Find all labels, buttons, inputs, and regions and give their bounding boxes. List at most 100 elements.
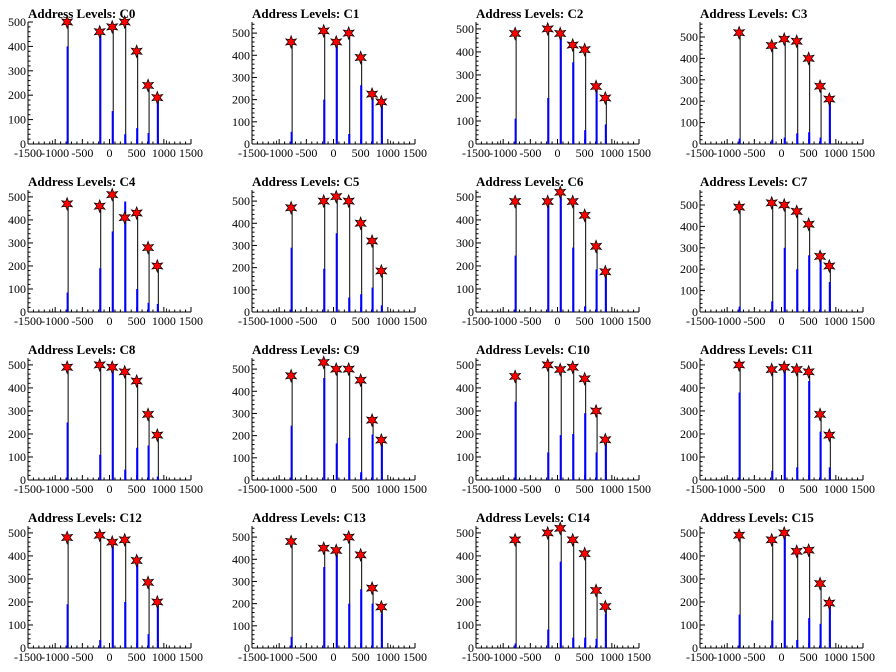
subplot-title: Address Levels: C5 xyxy=(252,174,360,189)
x-tick-label: -1500 xyxy=(686,650,714,664)
histogram-bar xyxy=(771,301,774,312)
peak-star-marker xyxy=(105,360,119,375)
x-tick-label: -1500 xyxy=(238,650,266,664)
histogram-bar xyxy=(808,381,811,480)
y-tick-label: 100 xyxy=(456,114,474,128)
peak-star-marker xyxy=(284,534,298,549)
x-tick-label: 0 xyxy=(107,314,113,328)
y-tick-label: 400 xyxy=(680,51,698,65)
peak-star-marker xyxy=(375,432,388,448)
x-tick-label: -1000 xyxy=(489,146,517,160)
peak-star-marker xyxy=(765,195,778,211)
peak-star-marker xyxy=(342,25,355,41)
y-tick-label: 0 xyxy=(692,473,698,487)
peak-star-marker xyxy=(823,427,836,443)
histogram-bar xyxy=(335,44,338,144)
peak-star-marker xyxy=(578,208,591,223)
x-tick-label: -500 xyxy=(519,146,541,160)
x-tick-label: 1000 xyxy=(152,650,176,664)
histogram-bar xyxy=(808,255,811,312)
histogram-bar xyxy=(595,269,598,312)
histogram-bar xyxy=(111,546,114,648)
peak-star-marker xyxy=(589,79,603,94)
histogram-bar xyxy=(514,643,517,648)
histogram-bar xyxy=(360,589,363,648)
histogram-bar xyxy=(738,392,741,480)
y-tick-label: 100 xyxy=(456,282,474,296)
peak-star-marker xyxy=(141,407,155,422)
subplot-14: Address Levels: C14 0 100 200 300 400 500 -1500… xyxy=(456,510,651,664)
histogram-bar xyxy=(604,124,607,144)
x-tick-label: -1000 xyxy=(713,146,741,160)
peak-star-marker xyxy=(93,198,106,214)
y-tick-label: 100 xyxy=(8,618,26,632)
peak-star-marker xyxy=(541,525,554,541)
x-tick-label: 500 xyxy=(352,482,370,496)
x-tick-label: 1000 xyxy=(152,482,176,496)
peak-star-marker xyxy=(823,595,836,611)
peak-star-marker xyxy=(777,31,791,47)
subplot-title: Address Levels: C15 xyxy=(700,510,814,525)
y-tick-label: 500 xyxy=(680,30,698,44)
histogram-bar xyxy=(335,443,338,480)
x-tick-label: 1000 xyxy=(824,314,848,328)
y-tick-label: 200 xyxy=(232,93,250,107)
y-tick-label: 200 xyxy=(232,597,250,611)
y-tick-label: 400 xyxy=(680,219,698,233)
histogram-bar xyxy=(547,203,550,312)
subplot-15: Address Levels: C15 0 100 200 300 400 500 -1500… xyxy=(680,510,875,664)
histogram-bar xyxy=(604,443,607,480)
peak-star-marker xyxy=(329,543,343,558)
x-tick-label: 500 xyxy=(352,314,370,328)
y-tick-label: 300 xyxy=(232,70,250,84)
histogram-bar xyxy=(584,413,587,480)
x-tick-label: 0 xyxy=(779,650,785,664)
x-tick-label: 1000 xyxy=(600,314,624,328)
histogram-bar xyxy=(111,111,114,144)
histogram-bar xyxy=(514,118,517,144)
x-tick-label: 1500 xyxy=(851,146,875,160)
y-tick-label: 0 xyxy=(20,137,26,151)
x-tick-label: 500 xyxy=(576,650,594,664)
histogram-bar xyxy=(572,62,575,144)
y-tick-label: 200 xyxy=(232,261,250,275)
y-tick-label: 300 xyxy=(456,236,474,250)
histogram-bar xyxy=(290,636,293,648)
subplot-title: Address Levels: C13 xyxy=(252,510,366,525)
peak-star-marker xyxy=(541,194,554,209)
x-tick-label: 0 xyxy=(555,314,561,328)
histogram-bar xyxy=(124,469,127,480)
y-tick-label: 500 xyxy=(680,358,698,372)
histogram-bar xyxy=(604,277,607,312)
y-tick-label: 0 xyxy=(692,305,698,319)
x-tick-label: 0 xyxy=(779,482,785,496)
histogram-bar xyxy=(156,604,159,648)
histogram-bar xyxy=(828,282,831,312)
y-tick-label: 400 xyxy=(232,216,250,230)
y-tick-label: 300 xyxy=(232,238,250,252)
y-tick-label: 300 xyxy=(8,236,26,250)
x-tick-label: 500 xyxy=(352,146,370,160)
y-tick-label: 100 xyxy=(456,618,474,632)
y-tick-label: 300 xyxy=(232,406,250,420)
x-tick-label: 0 xyxy=(555,650,561,664)
histogram-bar xyxy=(572,433,575,480)
histogram-bar xyxy=(290,425,293,480)
histogram-bar xyxy=(559,38,562,145)
histogram-bar xyxy=(147,133,150,144)
histogram-bar xyxy=(771,470,774,480)
histogram-bar xyxy=(360,294,363,312)
x-tick-label: 1000 xyxy=(824,482,848,496)
x-tick-label: -1000 xyxy=(265,650,293,664)
histogram-bar xyxy=(584,130,587,144)
x-tick-label: -1000 xyxy=(489,650,517,664)
peak-star-marker xyxy=(118,532,131,548)
x-tick-label: 1000 xyxy=(152,314,176,328)
x-tick-label: -1000 xyxy=(265,314,293,328)
peak-star-marker xyxy=(118,14,131,30)
x-tick-label: 1500 xyxy=(179,482,203,496)
y-tick-label: 0 xyxy=(468,473,474,487)
peak-star-marker xyxy=(375,94,388,110)
x-tick-label: 500 xyxy=(800,314,818,328)
peak-star-marker xyxy=(141,240,155,255)
